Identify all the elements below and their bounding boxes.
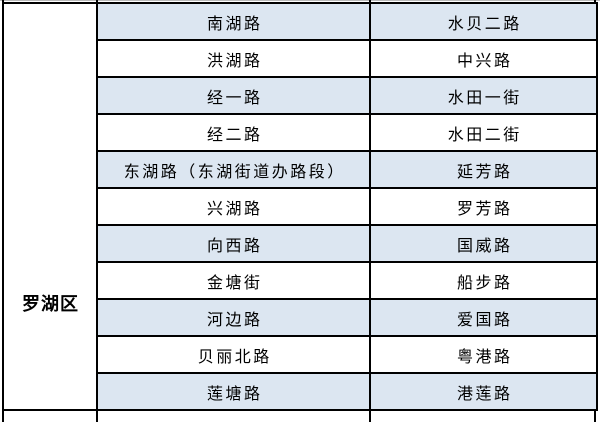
road-cell: 南湖路 bbox=[98, 4, 369, 39]
road-cell: 莲塘路 bbox=[98, 374, 369, 409]
road-cell: 国威路 bbox=[371, 226, 596, 261]
gridline-tick bbox=[2, 0, 4, 2]
road-cell: 延芳路 bbox=[371, 152, 596, 187]
road-cell: 罗芳路 bbox=[371, 189, 596, 224]
region-label: 罗湖区 bbox=[22, 294, 79, 314]
gridline-tick bbox=[2, 411, 4, 422]
road-cell: 港莲路 bbox=[371, 374, 596, 409]
road-cell: 水田二街 bbox=[371, 115, 596, 150]
road-cell: 洪湖路 bbox=[98, 41, 369, 76]
gridline-tick bbox=[96, 0, 98, 2]
road-cell: 金塘街 bbox=[98, 263, 369, 298]
road-cell: 爱国路 bbox=[371, 300, 596, 335]
gridline-tick bbox=[369, 411, 371, 422]
road-cell: 船步路 bbox=[371, 263, 596, 298]
region-cell: 罗湖区 bbox=[4, 4, 96, 409]
road-cell: 东湖路（东湖街道办路段） bbox=[98, 152, 369, 187]
road-cell: 兴湖路 bbox=[98, 189, 369, 224]
road-cell: 向西路 bbox=[98, 226, 369, 261]
road-cell: 中兴路 bbox=[371, 41, 596, 76]
cropped-top-gridline bbox=[0, 0, 600, 1]
road-cell: 经一路 bbox=[98, 78, 369, 113]
road-cell: 经二路 bbox=[98, 115, 369, 150]
road-cell: 贝丽北路 bbox=[98, 337, 369, 372]
road-cell: 粤港路 bbox=[371, 337, 596, 372]
gridline-tick bbox=[594, 0, 596, 2]
road-cell: 水田一街 bbox=[371, 78, 596, 113]
gridline-tick bbox=[594, 411, 596, 422]
gridline-tick bbox=[369, 0, 371, 2]
road-cell: 水贝二路 bbox=[371, 4, 596, 39]
roads-table: 罗湖区 南湖路 水贝二路 洪湖路 中兴路 经一路 水田一街 经二路 水田二街 东… bbox=[2, 2, 598, 411]
gridline-tick bbox=[96, 411, 98, 422]
road-cell: 河边路 bbox=[98, 300, 369, 335]
